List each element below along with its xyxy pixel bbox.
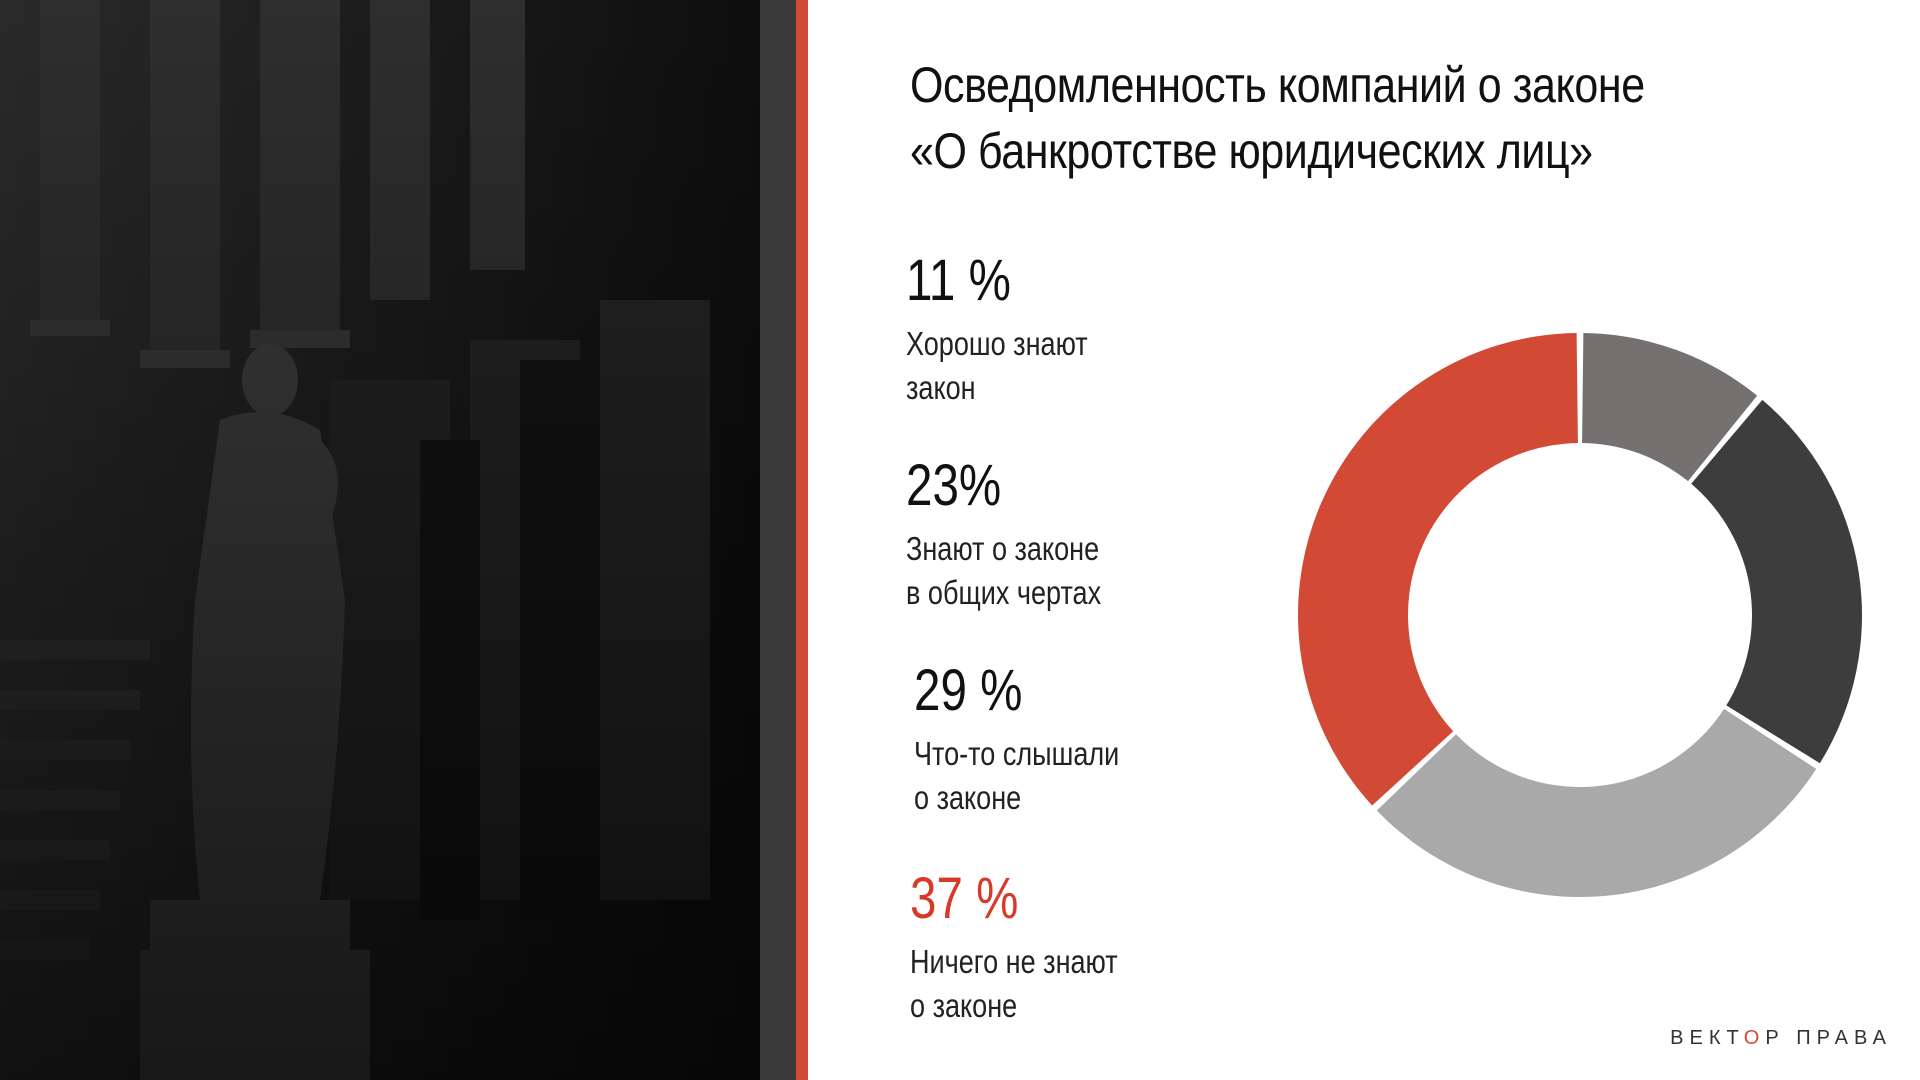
stat-description: Ничего не знают о законе [910,940,1118,1028]
stat-line: Хорошо знают [906,325,1088,362]
stat-percent: 29 % [914,658,1023,723]
stat-line: Знают о законе [906,530,1100,567]
logo-text-part: ВЕКТ [1670,1027,1744,1049]
donut-slice [1376,708,1817,897]
stat-item: 11 % Хорошо знают закон [906,250,1088,410]
stat-item: 29 % Что-то слышали о законе [914,660,1119,820]
stat-item: 23% Знают о законе в общих чертах [906,455,1101,615]
stat-line: в общих чертах [906,574,1102,611]
logo-accent-letter: О [1743,1027,1766,1049]
stat-percent: 11 % [906,248,1011,313]
donut-slice [1582,333,1758,482]
stat-line: о законе [910,987,1018,1024]
stat-line: закон [906,369,976,406]
brand-logo: ВЕКТОР ПРАВА [1670,1027,1892,1050]
divider-dark-bar [760,0,796,1080]
title-line-1: Осведомленность компаний о законе [910,57,1645,113]
stat-percent: 23% [906,453,1002,518]
divider-accent-bar [796,0,808,1080]
title-line-2: «О банкротстве юридических лиц» [910,123,1593,179]
stat-description: Хорошо знают закон [906,322,1088,410]
courthouse-statue-image [0,0,760,1080]
stat-line: о законе [914,779,1022,816]
background-photo [0,0,760,1080]
stat-item-highlight: 37 % Ничего не знают о законе [910,868,1118,1028]
logo-text-part: Р ПРАВА [1765,1027,1892,1049]
stat-description: Знают о законе в общих чертах [906,527,1101,615]
stat-line: Что-то слышали [914,735,1120,772]
donut-chart [1298,333,1862,897]
stat-line: Ничего не знают [910,943,1118,980]
stat-percent: 37 % [910,866,1019,931]
donut-slice [1691,399,1862,764]
stat-description: Что-то слышали о законе [914,732,1119,820]
donut-slice [1298,333,1578,806]
page-title: Осведомленность компаний о законе «О бан… [910,52,1684,184]
